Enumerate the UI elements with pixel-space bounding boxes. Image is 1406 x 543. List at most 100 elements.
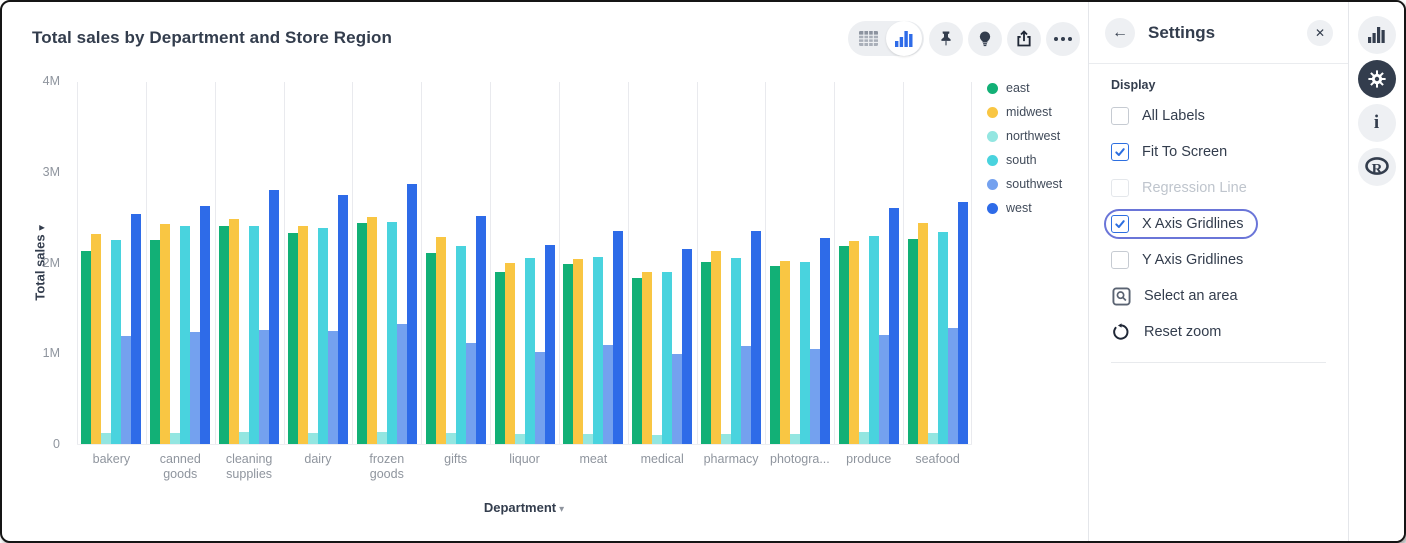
- bar-northwest-liquor[interactable]: [514, 434, 525, 444]
- bar-west-liquor[interactable]: [544, 245, 555, 444]
- legend-item-southwest[interactable]: southwest: [987, 172, 1062, 196]
- bar-south-produce[interactable]: [868, 236, 879, 444]
- bar-southwest-liquor[interactable]: [534, 352, 545, 444]
- bar-west-gifts[interactable]: [475, 216, 486, 444]
- bar-northwest-gifts[interactable]: [445, 433, 456, 444]
- bar-chart-view-icon[interactable]: [886, 21, 922, 56]
- checked-checkbox-icon[interactable]: [1111, 143, 1129, 161]
- bar-northwest-cleaning-supplies[interactable]: [239, 432, 250, 444]
- bar-west-pharmacy[interactable]: [751, 230, 762, 444]
- legend-item-south[interactable]: south: [987, 148, 1062, 172]
- bar-midwest-pharmacy[interactable]: [711, 250, 722, 444]
- bar-northwest-produce[interactable]: [858, 432, 869, 444]
- bar-east-liquor[interactable]: [494, 272, 505, 444]
- bar-midwest-seafood[interactable]: [917, 223, 928, 444]
- close-icon[interactable]: ✕: [1307, 19, 1333, 46]
- bar-east-photogra[interactable]: [769, 266, 780, 444]
- bar-southwest-seafood[interactable]: [947, 327, 958, 444]
- bar-southwest-photogra[interactable]: [809, 348, 820, 444]
- settings-checkbox-fit-to-screen[interactable]: Fit To Screen: [1111, 134, 1326, 170]
- bar-west-canned-goods[interactable]: [200, 206, 211, 444]
- bar-northwest-medical[interactable]: [652, 434, 663, 444]
- chart-panel-icon[interactable]: [1357, 16, 1396, 54]
- bar-east-pharmacy[interactable]: [701, 261, 712, 444]
- bar-southwest-canned-goods[interactable]: [190, 332, 201, 444]
- bar-east-cleaning-supplies[interactable]: [219, 226, 230, 444]
- bar-midwest-meat[interactable]: [573, 258, 584, 444]
- bar-midwest-dairy[interactable]: [297, 226, 308, 444]
- bar-southwest-gifts[interactable]: [465, 343, 476, 444]
- bar-east-dairy[interactable]: [287, 233, 298, 444]
- bar-south-liquor[interactable]: [524, 257, 535, 444]
- bar-west-produce[interactable]: [888, 208, 899, 444]
- bar-midwest-photogra[interactable]: [779, 260, 790, 444]
- legend-item-northwest[interactable]: northwest: [987, 124, 1062, 148]
- pin-icon[interactable]: [929, 21, 963, 56]
- bar-east-gifts[interactable]: [425, 253, 436, 444]
- bar-southwest-meat[interactable]: [603, 345, 614, 444]
- bar-south-seafood[interactable]: [937, 231, 948, 444]
- bar-east-meat[interactable]: [563, 264, 574, 444]
- bar-midwest-frozen-goods[interactable]: [366, 217, 377, 444]
- settings-action-select-an-area[interactable]: Select an area: [1111, 278, 1326, 314]
- bar-northwest-pharmacy[interactable]: [721, 434, 732, 444]
- share-icon[interactable]: [1007, 21, 1041, 56]
- bar-west-frozen-goods[interactable]: [406, 184, 417, 444]
- bar-west-bakery[interactable]: [131, 214, 142, 444]
- more-options-icon[interactable]: [1046, 21, 1080, 56]
- bar-east-canned-goods[interactable]: [150, 239, 161, 444]
- settings-checkbox-y-axis-gridlines[interactable]: Y Axis Gridlines: [1111, 242, 1326, 278]
- bar-south-medical[interactable]: [662, 272, 673, 444]
- bar-northwest-photogra[interactable]: [789, 434, 800, 444]
- bar-midwest-bakery[interactable]: [91, 234, 102, 444]
- bar-south-pharmacy[interactable]: [731, 257, 742, 444]
- bar-south-gifts[interactable]: [455, 246, 466, 444]
- bar-southwest-dairy[interactable]: [327, 330, 338, 444]
- bar-south-meat[interactable]: [593, 257, 604, 444]
- bar-midwest-liquor[interactable]: [504, 263, 515, 444]
- bar-southwest-pharmacy[interactable]: [741, 346, 752, 444]
- bar-northwest-bakery[interactable]: [101, 433, 112, 444]
- legend-item-midwest[interactable]: midwest: [987, 100, 1062, 124]
- bar-south-frozen-goods[interactable]: [386, 221, 397, 444]
- settings-gear-icon[interactable]: [1357, 60, 1396, 98]
- bar-midwest-produce[interactable]: [848, 240, 859, 444]
- bar-northwest-canned-goods[interactable]: [170, 433, 181, 444]
- unchecked-checkbox-icon[interactable]: [1111, 107, 1129, 125]
- bar-west-medical[interactable]: [682, 248, 693, 444]
- bar-southwest-cleaning-supplies[interactable]: [259, 329, 270, 444]
- bar-east-bakery[interactable]: [81, 250, 92, 444]
- bar-south-canned-goods[interactable]: [180, 226, 191, 444]
- view-toggle[interactable]: [848, 21, 924, 56]
- bar-southwest-frozen-goods[interactable]: [396, 324, 407, 444]
- unchecked-checkbox-icon[interactable]: [1111, 251, 1129, 269]
- bar-midwest-medical[interactable]: [642, 271, 653, 444]
- bar-east-frozen-goods[interactable]: [356, 222, 367, 444]
- bar-south-bakery[interactable]: [111, 239, 122, 444]
- bar-west-seafood[interactable]: [957, 201, 968, 444]
- bar-south-cleaning-supplies[interactable]: [249, 226, 260, 444]
- insight-bulb-icon[interactable]: [968, 21, 1002, 56]
- bar-west-photogra[interactable]: [819, 238, 830, 444]
- bar-northwest-seafood[interactable]: [927, 433, 938, 444]
- table-view-icon[interactable]: [850, 21, 886, 56]
- settings-checkbox-all-labels[interactable]: All Labels: [1111, 98, 1326, 134]
- bar-south-photogra[interactable]: [799, 261, 810, 444]
- legend-item-west[interactable]: west: [987, 196, 1062, 220]
- bar-northwest-frozen-goods[interactable]: [376, 432, 387, 444]
- bar-northwest-meat[interactable]: [583, 434, 594, 444]
- bar-south-dairy[interactable]: [317, 228, 328, 444]
- x-axis-title[interactable]: Department ▾: [483, 500, 565, 515]
- checked-checkbox-icon[interactable]: [1111, 215, 1129, 233]
- bar-midwest-gifts[interactable]: [435, 237, 446, 444]
- info-icon[interactable]: i: [1357, 104, 1396, 142]
- bar-west-dairy[interactable]: [337, 195, 348, 444]
- settings-checkbox-x-axis-gridlines[interactable]: X Axis Gridlines: [1104, 206, 1326, 242]
- bar-southwest-medical[interactable]: [672, 354, 683, 444]
- bar-west-meat[interactable]: [613, 230, 624, 444]
- settings-action-reset-zoom[interactable]: Reset zoom: [1111, 314, 1326, 350]
- bar-east-medical[interactable]: [632, 277, 643, 444]
- bar-east-produce[interactable]: [838, 246, 849, 444]
- bar-east-seafood[interactable]: [907, 238, 918, 444]
- bar-west-cleaning-supplies[interactable]: [269, 189, 280, 444]
